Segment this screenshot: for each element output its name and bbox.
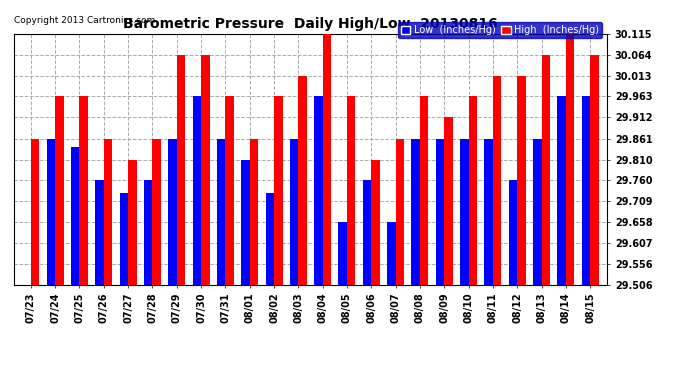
Bar [95,180,104,285]
Bar [590,55,599,285]
Bar [533,138,542,285]
Bar [119,193,128,285]
Bar [387,222,395,285]
Text: Copyright 2013 Cartronics.com: Copyright 2013 Cartronics.com [14,16,156,25]
Legend: Low  (Inches/Hg), High  (Inches/Hg): Low (Inches/Hg), High (Inches/Hg) [397,22,602,38]
Bar [79,96,88,285]
Bar [460,138,469,285]
Bar [558,96,566,285]
Title: Barometric Pressure  Daily High/Low  20130816: Barometric Pressure Daily High/Low 20130… [123,17,498,31]
Bar [566,34,574,285]
Bar [193,96,201,285]
Bar [469,96,477,285]
Bar [226,96,234,285]
Bar [518,76,526,285]
Bar [217,138,226,285]
Bar [420,96,428,285]
Bar [582,96,590,285]
Bar [542,55,550,285]
Bar [395,138,404,285]
Bar [484,138,493,285]
Bar [47,138,55,285]
Bar [493,76,502,285]
Bar [323,34,331,285]
Bar [371,160,380,285]
Bar [241,160,250,285]
Bar [55,96,63,285]
Bar [177,55,185,285]
Bar [104,138,112,285]
Bar [363,180,371,285]
Bar [201,55,210,285]
Bar [266,193,274,285]
Bar [168,138,177,285]
Bar [411,138,420,285]
Bar [290,138,298,285]
Bar [509,180,518,285]
Bar [250,138,258,285]
Bar [339,222,347,285]
Bar [347,96,355,285]
Bar [31,138,39,285]
Bar [71,147,79,285]
Bar [314,96,323,285]
Bar [298,76,307,285]
Bar [444,117,453,285]
Bar [274,96,282,285]
Bar [128,160,137,285]
Bar [436,138,444,285]
Bar [144,180,152,285]
Bar [152,138,161,285]
